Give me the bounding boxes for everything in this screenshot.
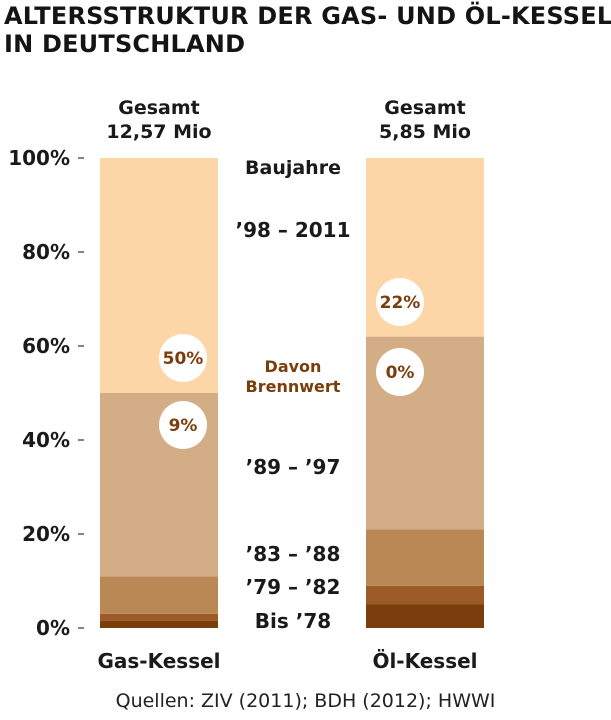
y-tick-label: 0% [36, 616, 70, 640]
bar-segment [100, 620, 218, 628]
bar-total-heading: Gesamt [384, 97, 466, 119]
bar-segment [100, 576, 218, 614]
y-tick-label: 20% [22, 522, 70, 546]
series-label: ’83 – ’88 [246, 542, 341, 566]
bar-segment [366, 585, 484, 605]
brennwert-label: Davon [265, 357, 322, 376]
bar-segment [100, 613, 218, 621]
y-tick-label: 80% [22, 240, 70, 264]
chart-title-line-1: ALTERSSTRUKTUR DER GAS- UND ÖL-KESSEL [4, 2, 611, 30]
category-label: Gas-Kessel [97, 649, 220, 673]
brennwert-value: 22% [380, 293, 421, 313]
chart-title: ALTERSSTRUKTUR DER GAS- UND ÖL-KESSEL IN… [4, 2, 611, 58]
brennwert-circle [159, 334, 207, 382]
chart-title-line-2: IN DEUTSCHLAND [4, 30, 246, 58]
baujahre-heading: Baujahre [245, 157, 341, 179]
bar-total-heading: Gesamt [118, 97, 200, 119]
y-tick-label: 100% [8, 146, 70, 170]
brennwert-value: 9% [169, 416, 198, 436]
y-tick-label: 40% [22, 428, 70, 452]
brennwert-label: Brennwert [246, 377, 341, 396]
series-label: ’89 – ’97 [246, 455, 341, 479]
brennwert-circle [376, 278, 424, 326]
brennwert-value: 50% [163, 349, 204, 369]
bar-total-value: 5,85 Mio [379, 121, 471, 143]
brennwert-circle [376, 348, 424, 396]
bar-total-value: 12,57 Mio [106, 121, 211, 143]
series-label: ’98 – 2011 [235, 218, 350, 242]
series-label: Bis ’78 [255, 609, 331, 633]
brennwert-value: 0% [386, 363, 415, 383]
bar-segment [366, 604, 484, 628]
y-tick-label: 60% [22, 334, 70, 358]
series-label: ’79 – ’82 [246, 575, 341, 599]
category-label: Öl-Kessel [372, 649, 477, 673]
source-note: Quellen: ZIV (2011); BDH (2012); HWWI [115, 690, 496, 712]
bar-segment [366, 529, 484, 586]
brennwert-circle [159, 401, 207, 449]
